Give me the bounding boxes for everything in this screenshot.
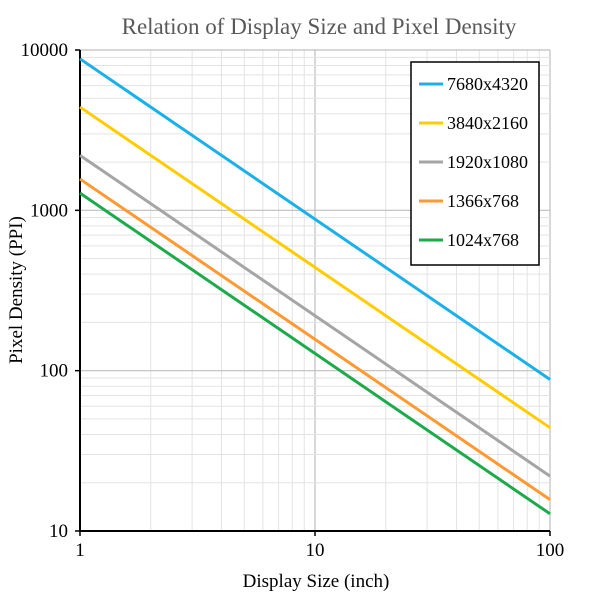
series-line-1366x768 xyxy=(79,177,551,501)
series-line-7680x4320 xyxy=(79,57,551,381)
x-tick-label: 1 xyxy=(75,540,85,561)
legend-label: 1920x1080 xyxy=(447,152,528,172)
series-lines xyxy=(79,57,551,516)
x-axis-label: Display Size (inch) xyxy=(243,571,390,592)
series-line-1920x1080 xyxy=(79,154,551,478)
chart-title: Relation of Display Size and Pixel Densi… xyxy=(122,14,517,39)
x-tick-label: 10 xyxy=(306,540,325,561)
legend-label: 1366x768 xyxy=(447,191,519,211)
series-line-1024x768 xyxy=(79,191,551,516)
y-tick-label: 100 xyxy=(40,361,69,382)
legend-label: 7680x4320 xyxy=(447,74,528,94)
y-tick-label: 10 xyxy=(49,521,68,542)
axes xyxy=(75,49,551,536)
y-axis-label: Pixel Density (PPI) xyxy=(6,216,27,364)
legend-label: 3840x2160 xyxy=(447,113,528,133)
y-tick-label: 1000 xyxy=(30,200,68,221)
y-tick-label: 10000 xyxy=(21,40,69,61)
legend: 7680x4320 3840x2160 1920x1080 1366x768 1024x… xyxy=(410,61,540,266)
legend-label: 1024x768 xyxy=(447,230,519,250)
x-tick-label: 100 xyxy=(536,540,565,561)
tick-labels: 1 10 100 10 100 1000 10000 xyxy=(21,40,565,561)
series-line-3840x2160 xyxy=(79,105,551,429)
